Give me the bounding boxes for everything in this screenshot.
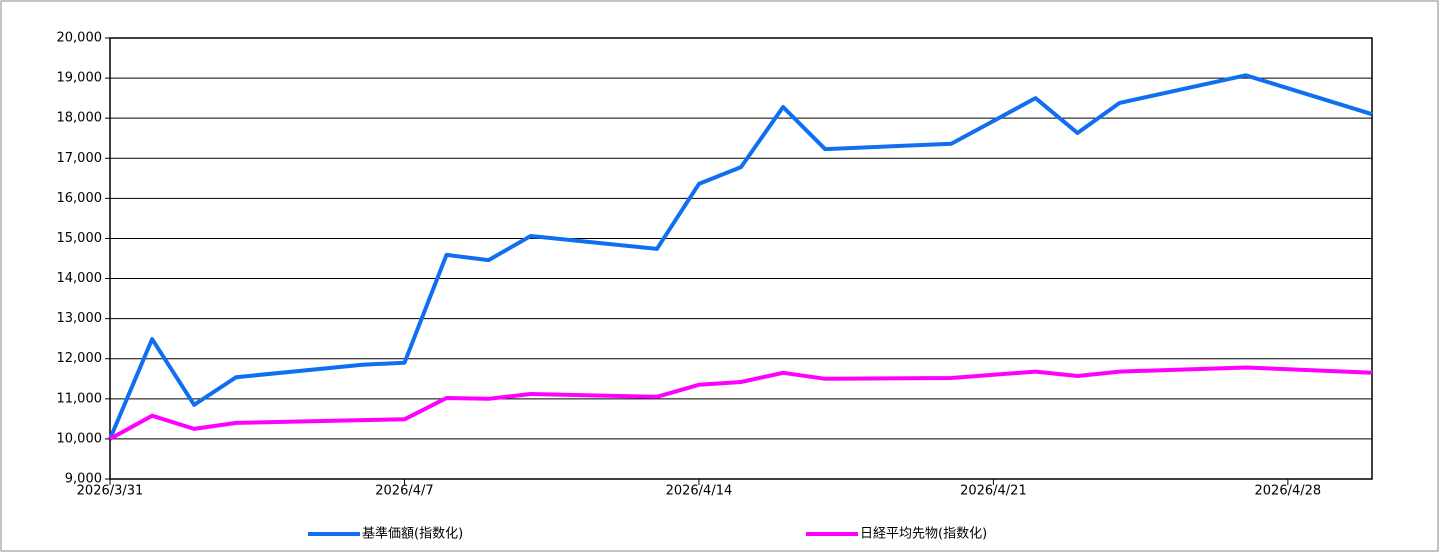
legend-label: 基準価額(指数化) bbox=[362, 526, 463, 542]
y-tick-label: 12,000 bbox=[57, 351, 103, 366]
y-tick-label: 11,000 bbox=[57, 391, 103, 406]
legend-label: 日経平均先物(指数化) bbox=[860, 527, 987, 542]
x-tick-label: 2026/4/28 bbox=[1255, 484, 1322, 499]
y-tick-label: 16,000 bbox=[57, 191, 103, 206]
x-tick-label: 2026/4/7 bbox=[375, 484, 433, 499]
y-tick-label: 15,000 bbox=[57, 231, 103, 246]
y-tick-label: 19,000 bbox=[57, 71, 103, 86]
y-tick-label: 17,000 bbox=[57, 151, 103, 166]
y-tick-label: 9,000 bbox=[65, 472, 102, 487]
x-tick-label: 2026/3/31 bbox=[77, 484, 144, 499]
y-tick-label: 13,000 bbox=[57, 311, 103, 326]
plot-frame bbox=[109, 37, 1373, 480]
y-tick-label: 20,000 bbox=[57, 31, 103, 46]
y-tick-label: 10,000 bbox=[57, 431, 103, 446]
y-tick-label: 18,000 bbox=[57, 111, 103, 126]
x-tick-label: 2026/4/21 bbox=[960, 484, 1027, 499]
series-line bbox=[108, 73, 1373, 440]
y-tick-label: 14,000 bbox=[57, 271, 103, 286]
x-tick-label: 2026/4/14 bbox=[666, 484, 733, 499]
series-line bbox=[109, 365, 1373, 441]
